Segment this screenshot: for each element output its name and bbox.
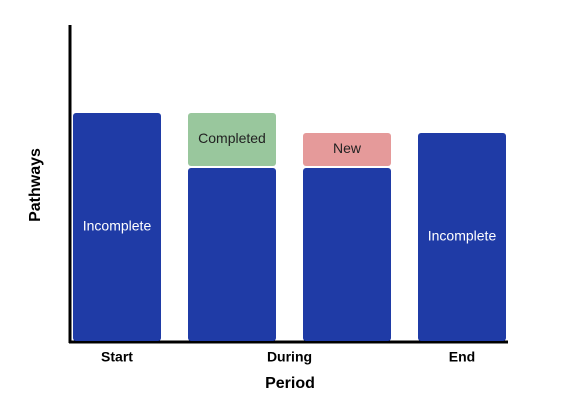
segment-label: Incomplete <box>428 228 497 244</box>
x-tick-label: Start <box>101 349 133 365</box>
bar-segment <box>73 113 161 341</box>
bar-segment <box>303 133 391 166</box>
bar-segment <box>418 133 506 341</box>
x-tick-label: During <box>267 349 312 365</box>
bar-segment <box>188 113 276 166</box>
bar-segment <box>303 168 391 341</box>
segment-label: New <box>333 140 362 156</box>
bar-segment <box>188 168 276 341</box>
segment-label: Incomplete <box>83 218 152 234</box>
x-tick-label: End <box>449 349 475 365</box>
segment-label: Completed <box>198 130 266 146</box>
x-axis-label: Period <box>265 375 315 392</box>
y-axis-label: Pathways <box>27 148 44 222</box>
